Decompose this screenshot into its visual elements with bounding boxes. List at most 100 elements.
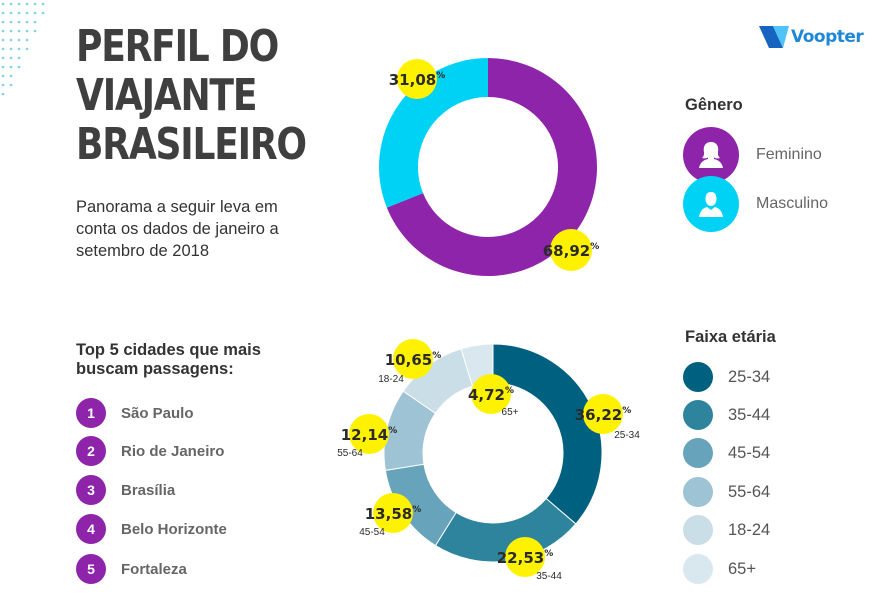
- legend-label: Masculino: [756, 195, 829, 212]
- value-label: 36,22%: [575, 406, 631, 424]
- category-label: 35-44: [536, 571, 562, 582]
- decorative-dot: [33, 2, 37, 6]
- list-item: 2 Rio de Janeiro: [76, 436, 224, 466]
- legend-label: 18-24: [728, 520, 771, 539]
- decorative-dot: [1, 2, 5, 6]
- label-badge: [550, 229, 592, 271]
- value-label: 4,72%: [468, 386, 514, 404]
- gender-legend-title: Gênero: [685, 96, 743, 114]
- decorative-dot: [33, 11, 37, 15]
- decorative-dot: [33, 20, 37, 24]
- decorative-dot: [9, 65, 13, 69]
- value-label: 13,58%: [365, 505, 421, 523]
- age-legend-title: Faixa etária: [685, 328, 776, 346]
- list-item: 1 São Paulo: [76, 398, 194, 428]
- label-badge: [397, 59, 437, 99]
- list-item: 5 Fortaleza: [76, 554, 187, 584]
- legend-item-18-24: 18-24: [683, 515, 770, 545]
- decorative-dot: [17, 2, 21, 6]
- cities-heading: Top 5 cidades que mais buscam passagens:: [76, 341, 261, 378]
- decorative-dot: [1, 20, 5, 24]
- legend-swatch: [683, 400, 713, 430]
- legend-label: 65+: [728, 559, 756, 578]
- decorative-dot: [41, 2, 45, 6]
- category-label: 65+: [502, 407, 519, 418]
- list-item: 4 Belo Horizonte: [76, 514, 227, 544]
- decorative-dot: [17, 20, 21, 24]
- title-line: PERFIL DO: [76, 21, 279, 72]
- title-line: BRASILEIRO: [76, 119, 307, 170]
- value-label: 68,92%: [543, 242, 599, 260]
- legend-swatch: [683, 438, 713, 468]
- data-label: 31,08%: [389, 59, 445, 99]
- city-name: São Paulo: [121, 404, 194, 422]
- category-label: 25-34: [614, 430, 640, 441]
- legend-label: Feminino: [756, 146, 822, 163]
- legend-swatch: [683, 477, 713, 507]
- slice-25-34: [492, 343, 603, 525]
- decorative-dot: [1, 56, 5, 60]
- decorative-dot: [25, 38, 29, 42]
- category-label: 45-54: [359, 527, 385, 538]
- city-name: Fortaleza: [121, 560, 187, 578]
- list-item: 3 Brasília: [76, 475, 175, 505]
- rank-badge: 1: [76, 398, 106, 428]
- decorative-dot: [17, 56, 21, 60]
- female-person-icon: [683, 127, 739, 183]
- value-label: 22,53%: [497, 549, 553, 567]
- decorative-dot: [17, 29, 21, 33]
- label-badge: [349, 414, 389, 454]
- label-badge: [471, 374, 511, 414]
- category-label: 55-64: [337, 448, 363, 459]
- decorative-dot: [9, 20, 13, 24]
- data-label: 22,53%: [497, 537, 553, 577]
- decorative-dot: [9, 11, 13, 15]
- label-badge: [583, 394, 623, 434]
- decorative-dot: [25, 2, 29, 6]
- decorative-dot: [9, 29, 13, 33]
- value-label: 10,65%: [385, 351, 441, 369]
- decorative-dot: [1, 65, 5, 69]
- legend-swatch: [683, 362, 713, 392]
- label-badge: [505, 537, 545, 577]
- subtitle: Panorama a seguir leva em conta os dados…: [76, 198, 279, 260]
- slice-feminino: [386, 58, 597, 277]
- decorative-dot: [1, 38, 5, 42]
- decorative-dot: [9, 2, 13, 6]
- city-name: Brasília: [121, 481, 176, 499]
- legend-item-25-34: 25-34: [683, 362, 770, 392]
- decorative-dot: [17, 11, 21, 15]
- label-badge: [393, 339, 433, 379]
- title-line: VIAJANTE: [76, 70, 257, 121]
- legend-label: 45-54: [728, 443, 771, 462]
- legend-swatch: [683, 554, 713, 584]
- legend-item-masculino: Masculino: [683, 176, 828, 232]
- decorative-dot: [9, 74, 13, 78]
- decorative-dot: [1, 92, 5, 96]
- decorative-dot: [1, 74, 5, 78]
- rank-badge: 3: [76, 475, 106, 505]
- rank-badge: 2: [76, 436, 106, 466]
- city-name: Belo Horizonte: [121, 520, 227, 538]
- legend-label: 55-64: [728, 482, 771, 501]
- city-name: Rio de Janeiro: [121, 442, 225, 460]
- data-label: 13,58%: [365, 493, 421, 533]
- rank-badge: 4: [76, 514, 106, 544]
- decorative-dot: [17, 38, 21, 42]
- decorative-dot: [9, 38, 13, 42]
- legend-label: 25-34: [728, 367, 771, 386]
- data-label: 4,72%: [468, 374, 514, 414]
- rank-badge: 5: [76, 554, 106, 584]
- decorative-dot: [25, 11, 29, 15]
- decorative-dot: [25, 29, 29, 33]
- voopter-logo[interactable]: Voopter: [759, 24, 864, 50]
- decorative-dot: [17, 47, 21, 51]
- data-label: 36,22%: [575, 394, 631, 434]
- decorative-dot: [9, 83, 13, 87]
- decorative-dot: [1, 29, 5, 33]
- decorative-dot: [1, 47, 5, 51]
- decorative-dot-pattern: [1, 2, 45, 96]
- value-label: 31,08%: [389, 71, 445, 89]
- legend-label: 35-44: [728, 405, 771, 424]
